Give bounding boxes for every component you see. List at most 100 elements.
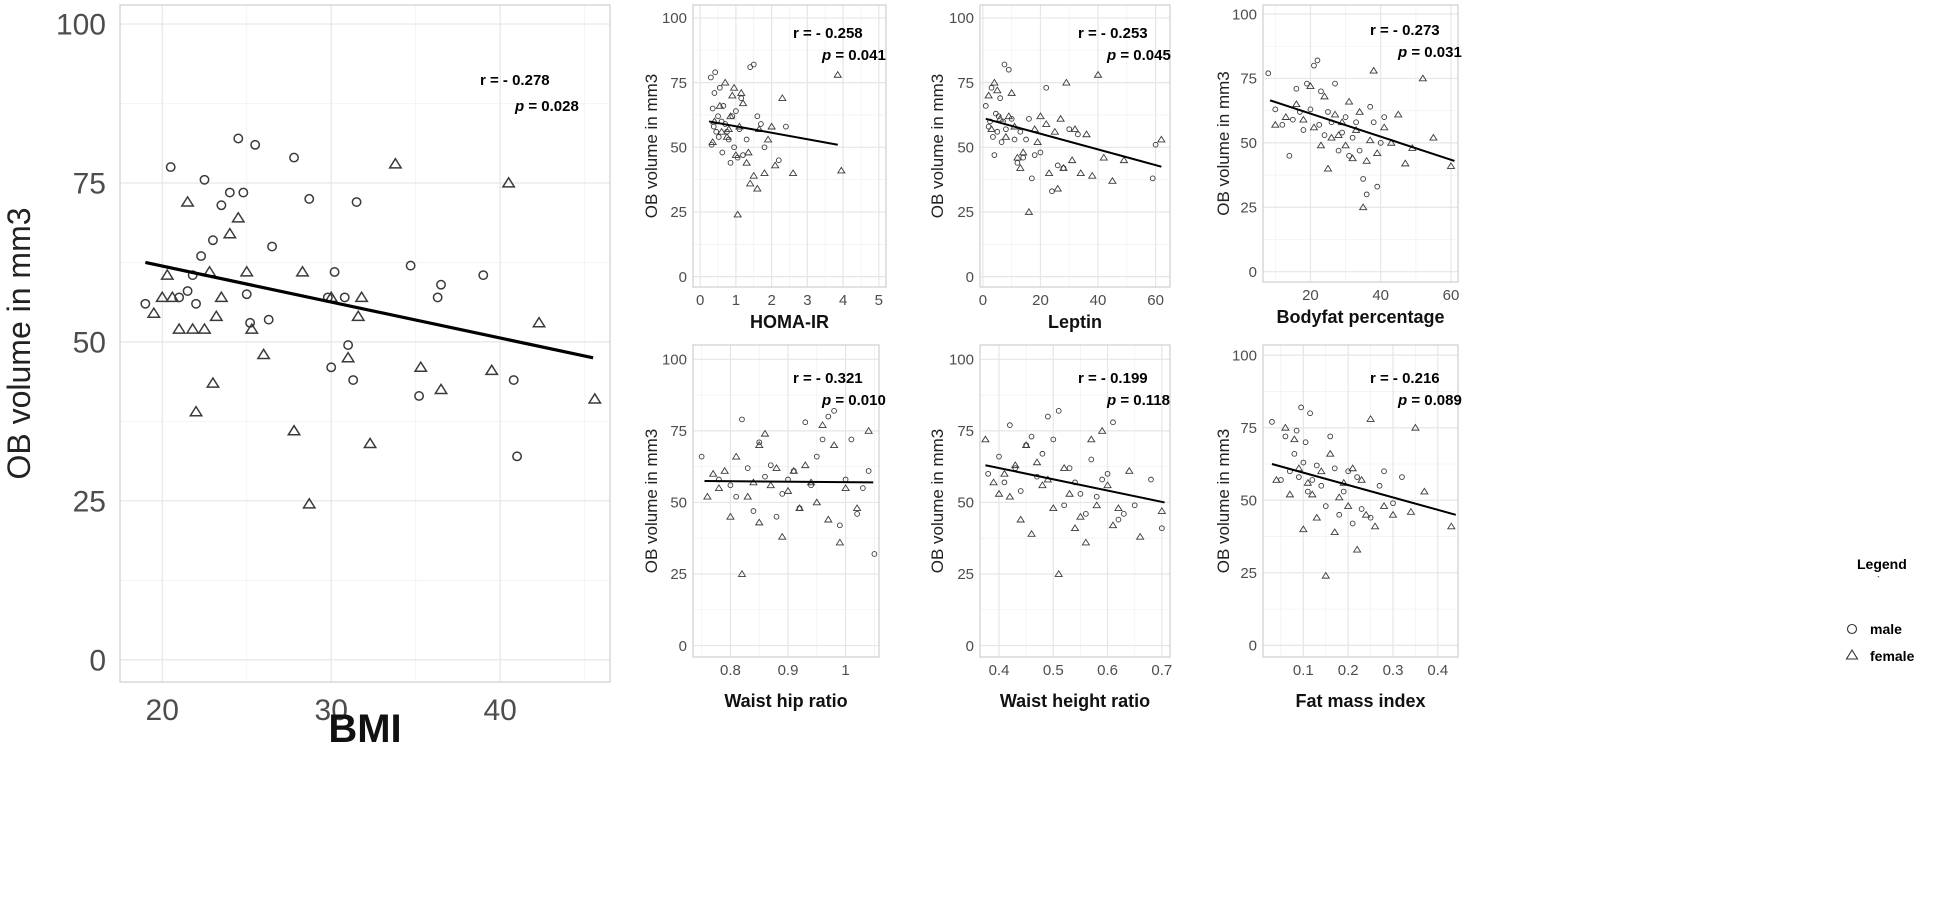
male-point [998, 139, 1005, 145]
female-point [1050, 127, 1060, 135]
male-point [1061, 502, 1067, 509]
male-point [1293, 85, 1300, 92]
x-axis-title: Waist height ratio [1000, 691, 1150, 711]
correlation-p: p = 0.031 [1397, 44, 1462, 61]
correlation-r: r = - 0.258 [793, 25, 863, 42]
x-tick-label: 0.6 [1097, 662, 1118, 679]
male-point [1332, 80, 1338, 87]
x-tick-label: 20 [1302, 287, 1319, 304]
female-point [1010, 461, 1020, 469]
male-point [996, 453, 1002, 460]
female-point [1334, 131, 1343, 138]
panel-border [1262, 344, 1459, 658]
y-tick-label: 50 [1240, 493, 1257, 510]
male-point [1336, 511, 1343, 518]
male-point [773, 513, 780, 520]
female-point [1290, 435, 1299, 443]
y-tick-label: 50 [670, 140, 687, 157]
y-axis-title: OB volume in mm3 [928, 429, 947, 574]
female-point [760, 169, 769, 177]
male-point [1279, 121, 1286, 128]
y-tick-label: 50 [1240, 135, 1257, 152]
female-point [146, 306, 161, 318]
male-point [836, 522, 843, 529]
female-point [795, 504, 804, 512]
x-tick-label: 0.3 [1383, 662, 1404, 679]
female-point [1056, 114, 1065, 122]
male-point [1316, 121, 1323, 128]
male-point [762, 473, 768, 480]
female-point [1044, 169, 1054, 177]
y-axis-title: OB volume in mm3 [928, 74, 947, 219]
female-point [1362, 156, 1371, 164]
male-point [329, 267, 340, 277]
female-point [231, 211, 246, 223]
female-point [990, 78, 999, 86]
male-point [1054, 162, 1061, 169]
female-point [197, 322, 212, 334]
female-point [1103, 481, 1112, 489]
y-axis-title: OB volume in mm3 [1, 207, 37, 479]
p-symbol: p [1106, 47, 1116, 64]
x-tick-label: 1 [732, 292, 740, 309]
y-tick-label: 75 [1240, 420, 1257, 437]
female-point [1059, 464, 1069, 471]
female-point [1038, 481, 1047, 489]
male-point [767, 462, 774, 469]
female-point [1062, 78, 1071, 86]
female-point [1372, 149, 1382, 157]
female-point [1048, 504, 1058, 512]
female-point [1013, 153, 1022, 161]
male-point [1099, 476, 1105, 483]
female-point [214, 290, 229, 303]
male-point [1293, 427, 1300, 434]
x-tick-label: 40 [1372, 287, 1389, 304]
male-point [199, 174, 210, 185]
female-point [770, 161, 780, 169]
male-point [1363, 191, 1370, 198]
female-point [1281, 423, 1290, 431]
male-point [1331, 465, 1338, 472]
female-point [841, 484, 850, 491]
male-point [713, 128, 720, 135]
female-point [1041, 119, 1051, 127]
male-point [1360, 176, 1366, 182]
female-point [1355, 107, 1364, 115]
female-point [995, 114, 1005, 122]
female-point [1348, 464, 1357, 472]
female-point [1400, 159, 1410, 167]
y-tick-label: 25 [957, 566, 974, 583]
male-point [860, 485, 866, 491]
female-point [994, 489, 1004, 497]
correlation-r: r = - 0.321 [793, 370, 863, 387]
female-point [778, 94, 787, 101]
male-point [1399, 474, 1405, 480]
female-point [1124, 466, 1134, 474]
male-point [1282, 433, 1289, 440]
female-point [777, 532, 787, 540]
male-point [1322, 503, 1329, 509]
y-tick-label: 0 [966, 638, 974, 655]
legend: Legend ` male female [1845, 556, 1915, 664]
regression-line [1269, 99, 1455, 162]
female-point [1082, 130, 1091, 138]
female-point [1307, 490, 1317, 498]
female-point [433, 382, 449, 395]
male-point [1026, 115, 1032, 122]
male-point [1381, 468, 1387, 475]
female-point [1157, 135, 1166, 143]
chart-panel-fmi: 0 25 50 75 100 0.1 0.2 0.3 0.4 OB volume in mm3 Fa… [1214, 344, 1462, 711]
correlation-p: p = 0.089 [1397, 392, 1462, 409]
female-point [1114, 504, 1123, 512]
female-point [720, 466, 730, 474]
male-point [731, 144, 737, 151]
male-point [871, 551, 878, 557]
female-point [1306, 82, 1315, 90]
y-tick-label: 100 [662, 10, 687, 27]
y-tick-label: 100 [1232, 347, 1257, 364]
x-tick-label: 0 [696, 292, 704, 309]
male-point [1374, 183, 1381, 190]
female-point [1446, 522, 1456, 530]
male-point [1370, 119, 1377, 126]
y-tick-label: 25 [670, 204, 687, 221]
